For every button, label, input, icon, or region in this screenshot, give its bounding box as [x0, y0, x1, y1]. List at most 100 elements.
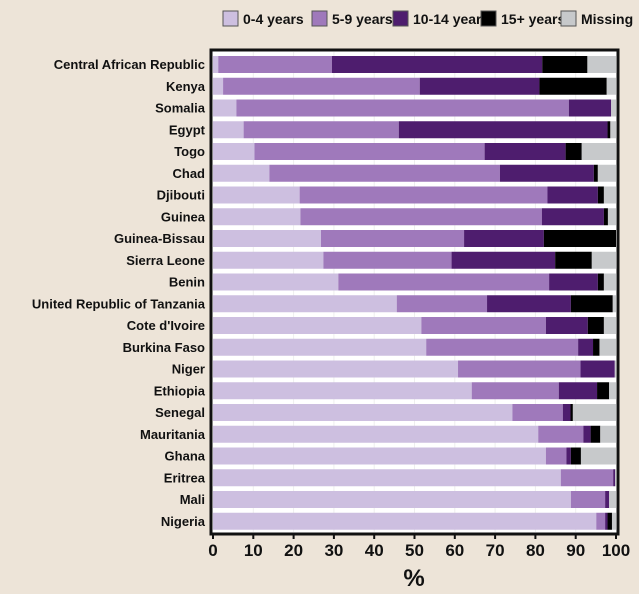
bar-row — [213, 425, 616, 443]
bar-segment-15-years — [607, 121, 611, 139]
legend-swatch — [560, 10, 577, 27]
bar-segment-missing — [609, 491, 616, 508]
category-label: Kenya — [166, 79, 206, 94]
bar-segment-0-4-years — [213, 404, 513, 421]
bar-segment-missing — [612, 295, 616, 313]
bar-segment-0-4-years — [213, 121, 244, 139]
bar-segment-10-14-years — [484, 143, 566, 160]
bar-segment-10-14-years — [558, 382, 598, 400]
category-label: Togo — [174, 144, 205, 159]
category-label: Nigeria — [161, 514, 206, 529]
legend-swatch — [392, 10, 409, 27]
bar-segment-15-years — [565, 143, 582, 160]
category-label: Ghana — [165, 449, 206, 464]
bar-segment-missing — [600, 425, 616, 443]
bar-segment-0-4-years — [213, 230, 322, 247]
x-tick-label: 0 — [208, 541, 217, 560]
bar-segment-10-14-years — [566, 447, 571, 465]
bar-segment-15-years — [543, 230, 616, 247]
bar-row — [213, 99, 616, 117]
legend-item: Missing — [560, 10, 633, 27]
bar-row — [213, 121, 616, 139]
bar-segment-10-14-years — [578, 338, 594, 356]
bar-segment-10-14-years — [331, 56, 543, 73]
bar-segment-0-4-years — [213, 251, 324, 269]
x-tick-label: 30 — [324, 541, 343, 560]
bar-segment-missing — [606, 77, 616, 95]
bar-segment-10-14-years — [419, 77, 540, 95]
x-tick-label: 10 — [244, 541, 263, 560]
bar-segment-10-14-years — [398, 121, 608, 139]
bar-row — [213, 317, 616, 334]
bar-segment-missing — [609, 382, 616, 400]
bar-segment-0-4-years — [213, 295, 397, 313]
bar-segment-10-14-years — [541, 208, 604, 226]
bar-row — [213, 447, 616, 465]
category-label: Ethiopia — [154, 383, 206, 398]
bar-segment-10-14-years — [580, 360, 615, 378]
bar-segment-5-9-years — [243, 121, 399, 139]
bar-segment-15-years — [597, 382, 610, 400]
bar-segment-5-9-years — [269, 164, 500, 182]
category-label: Eritrea — [164, 470, 206, 485]
bar-segment-missing — [615, 469, 616, 487]
bar-segment-0-4-years — [213, 99, 237, 117]
x-tick-label: 20 — [284, 541, 303, 560]
bar-segment-0-4-years — [213, 164, 270, 182]
category-label: Guinea — [161, 209, 206, 224]
bar-segment-5-9-years — [323, 251, 452, 269]
x-tick-label: 100 — [602, 541, 630, 560]
bar-segment-missing — [599, 338, 616, 356]
bar-segment-10-14-years — [605, 512, 608, 530]
legend-item: 0-4 years — [222, 10, 304, 27]
bar-segment-5-9-years — [300, 208, 542, 226]
bar-row — [213, 77, 616, 95]
bar-segment-missing — [581, 143, 616, 160]
legend-item: 15+ years — [480, 10, 565, 27]
bar-segment-10-14-years — [568, 99, 612, 117]
bar-segment-0-4-years — [213, 56, 219, 73]
bar-segment-15-years — [587, 317, 604, 334]
bar-segment-15-years — [539, 77, 607, 95]
bar-segment-10-14-years — [613, 469, 616, 487]
bar-segment-10-14-years — [451, 251, 556, 269]
category-label: Cote d'Ivoire — [127, 318, 205, 333]
bar-segment-5-9-years — [596, 512, 606, 530]
bar-segment-0-4-years — [213, 208, 301, 226]
bar-segment-missing — [614, 360, 616, 378]
bar-row — [213, 491, 616, 508]
bar-row — [213, 186, 616, 204]
bar-segment-5-9-years — [396, 295, 488, 313]
category-label: Chad — [173, 166, 206, 181]
bar-segment-5-9-years — [570, 491, 606, 508]
bar-segment-missing — [603, 186, 616, 204]
bar-segment-5-9-years — [223, 77, 420, 95]
bar-segment-5-9-years — [299, 186, 548, 204]
bar-segment-15-years — [570, 295, 613, 313]
bar-segment-missing — [572, 404, 616, 421]
category-label: United Republic of Tanzania — [32, 296, 206, 311]
bar-segment-10-14-years — [547, 186, 598, 204]
bar-segment-missing — [611, 99, 616, 117]
bar-segment-0-4-years — [213, 360, 459, 378]
category-label: Guinea-Bissau — [114, 231, 205, 246]
bar-segment-0-4-years — [213, 317, 422, 334]
bar-segment-0-4-years — [213, 273, 339, 291]
bar-segment-10-14-years — [562, 404, 571, 421]
legend-item: 5-9 years — [311, 10, 393, 27]
legend-label: 5-9 years — [332, 11, 393, 27]
bar-segment-10-14-years — [545, 317, 588, 334]
bar-segment-15-years — [607, 512, 612, 530]
bar-segment-5-9-years — [471, 382, 559, 400]
category-label: Sierra Leone — [126, 253, 205, 268]
x-tick-label: 60 — [445, 541, 464, 560]
legend-swatch — [222, 10, 239, 27]
x-axis-ticks: 0 10 20 30 40 50 60 70 80 90 100 — [208, 534, 630, 560]
bar-segment-0-4-years — [213, 382, 472, 400]
category-label: Djibouti — [157, 188, 205, 203]
x-tick-label: 90 — [566, 541, 585, 560]
bar-segment-15-years — [555, 251, 592, 269]
legend-swatch — [480, 10, 497, 27]
legend-item: 10-14 years — [392, 10, 490, 27]
bar-segment-0-4-years — [213, 425, 539, 443]
